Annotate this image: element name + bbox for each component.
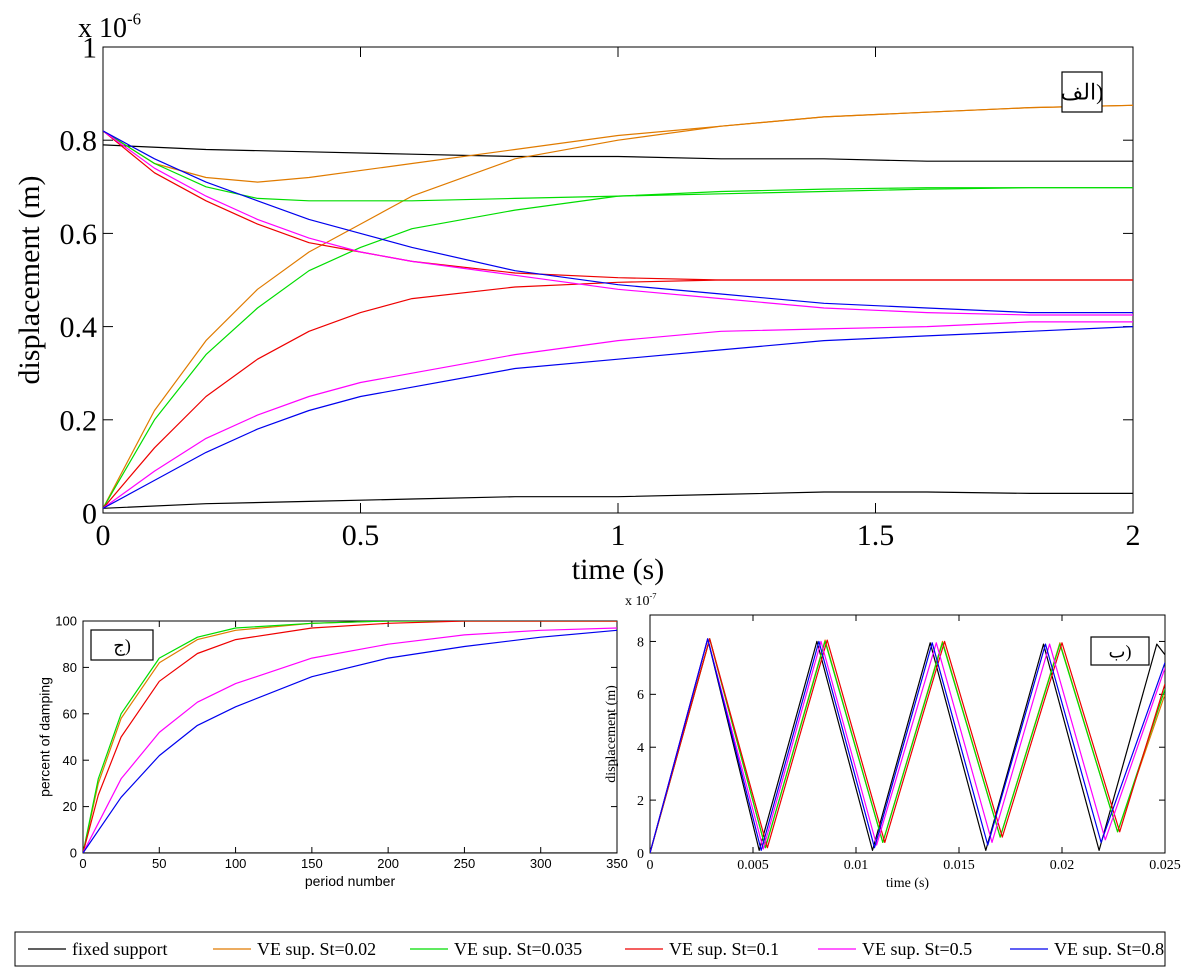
chart-zigzag: 0 0.005 0.01 0.015 0.02 0.025 0 2 4 6 8 time (s) dis… [604, 592, 1181, 891]
legend-label: VE sup. St=0.1 [669, 939, 779, 959]
y-tick-label: 4 [637, 741, 644, 756]
y-tick-label: 60 [63, 706, 77, 721]
x-tick-label: 100 [225, 856, 247, 871]
x-tick-label: 1 [611, 519, 626, 552]
series-line [103, 326, 1133, 509]
x-tick-label: 150 [301, 856, 323, 871]
y-tick-label: 0 [70, 846, 77, 861]
y-tick-label: 6 [637, 688, 644, 703]
series-line [103, 130, 1133, 281]
series-line [83, 629, 617, 853]
series-line [650, 638, 1165, 853]
plot-frame [649, 614, 1166, 854]
y-tick-label: 40 [63, 753, 77, 768]
y-tick-label: 2 [637, 794, 644, 809]
panel-label-box [1090, 636, 1150, 666]
panel-label-box [90, 629, 154, 661]
y-axis-label: percent of damping [37, 677, 53, 797]
legend-label: VE sup. St=0.5 [862, 939, 972, 959]
x-axis-label: period number [305, 873, 396, 889]
x-tick-label: 300 [530, 856, 552, 871]
series-line [103, 130, 1133, 202]
x-tick-label: 0.01 [844, 858, 869, 873]
series-line [103, 144, 1133, 162]
y-tick-label: 0.8 [60, 125, 98, 158]
panel-label: ب) [1109, 641, 1132, 662]
series-line [103, 104, 1133, 509]
y-tick-label: 20 [63, 799, 77, 814]
x-tick-label: 2 [1126, 519, 1141, 552]
panel-label-box [1061, 71, 1103, 113]
exponent-base: x 10 [625, 594, 650, 609]
y-tick-label: 8 [637, 635, 644, 650]
series-line [103, 187, 1133, 509]
series-line [83, 627, 617, 853]
x-tick-label: 50 [152, 856, 166, 871]
x-tick-label: 350 [606, 856, 628, 871]
y-axis-label: displacement (m) [13, 175, 46, 384]
panel-label: ج) [113, 635, 131, 656]
exponent-power: -6 [127, 9, 141, 28]
y-tick-label: 100 [55, 614, 77, 629]
series-line [650, 638, 1165, 853]
y-tick-label: 0.4 [60, 311, 98, 344]
exponent-base: x 10 [78, 13, 127, 44]
x-tick-label: 0 [647, 858, 654, 873]
series-line [83, 621, 617, 853]
y-axis-label: displacement (m) [604, 685, 619, 783]
exponent-label: x 10-7 [625, 592, 656, 609]
legend: fixed support VE sup. St=0.02 VE sup. St=0… [14, 931, 1166, 967]
y-tick-label: 0 [82, 498, 97, 531]
y-tick-label: 80 [63, 660, 77, 675]
series-line [83, 621, 617, 853]
x-tick-label: 200 [377, 856, 399, 871]
series-line [103, 321, 1133, 509]
x-tick-label: 0.5 [342, 519, 380, 552]
x-axis-label: time (s) [886, 876, 929, 891]
series-line [103, 279, 1133, 509]
series-line [103, 130, 1133, 316]
series-line [83, 621, 617, 853]
x-tick-label: 0.015 [943, 858, 975, 873]
series-line [103, 104, 1133, 183]
series-line [650, 638, 1165, 853]
legend-label: fixed support [72, 939, 167, 959]
exponent-label: x 10-6 [78, 9, 141, 44]
series-line [103, 130, 1133, 314]
x-tick-label: 0 [79, 856, 86, 871]
x-tick-label: 0.025 [1149, 858, 1181, 873]
series-line [650, 638, 1165, 853]
x-tick-label: 0.005 [737, 858, 769, 873]
series-line [650, 638, 1165, 853]
y-tick-label: 0 [637, 847, 644, 862]
chart-damping: 0 50 100 150 200 250 300 350 0 20 40 60 80 100 period … [37, 614, 628, 889]
x-tick-label: 0 [96, 519, 111, 552]
series-line [650, 638, 1165, 853]
x-tick-label: 0.02 [1050, 858, 1075, 873]
series-line [103, 491, 1133, 509]
exponent-power: -7 [650, 592, 657, 601]
y-tick-label: 0.2 [60, 404, 98, 437]
legend-frame [14, 931, 1166, 967]
legend-label: VE sup. St=0.035 [454, 939, 582, 959]
legend-label: VE sup. St=0.02 [257, 939, 376, 959]
panel-label: الف) [1061, 80, 1104, 105]
x-tick-label: 1.5 [857, 519, 895, 552]
y-tick-label: 1 [82, 32, 97, 65]
x-tick-label: 250 [454, 856, 476, 871]
legend-label: VE sup. St=0.8 [1054, 939, 1164, 959]
y-tick-label: 0.6 [60, 218, 98, 251]
x-axis-label: time (s) [572, 553, 664, 586]
